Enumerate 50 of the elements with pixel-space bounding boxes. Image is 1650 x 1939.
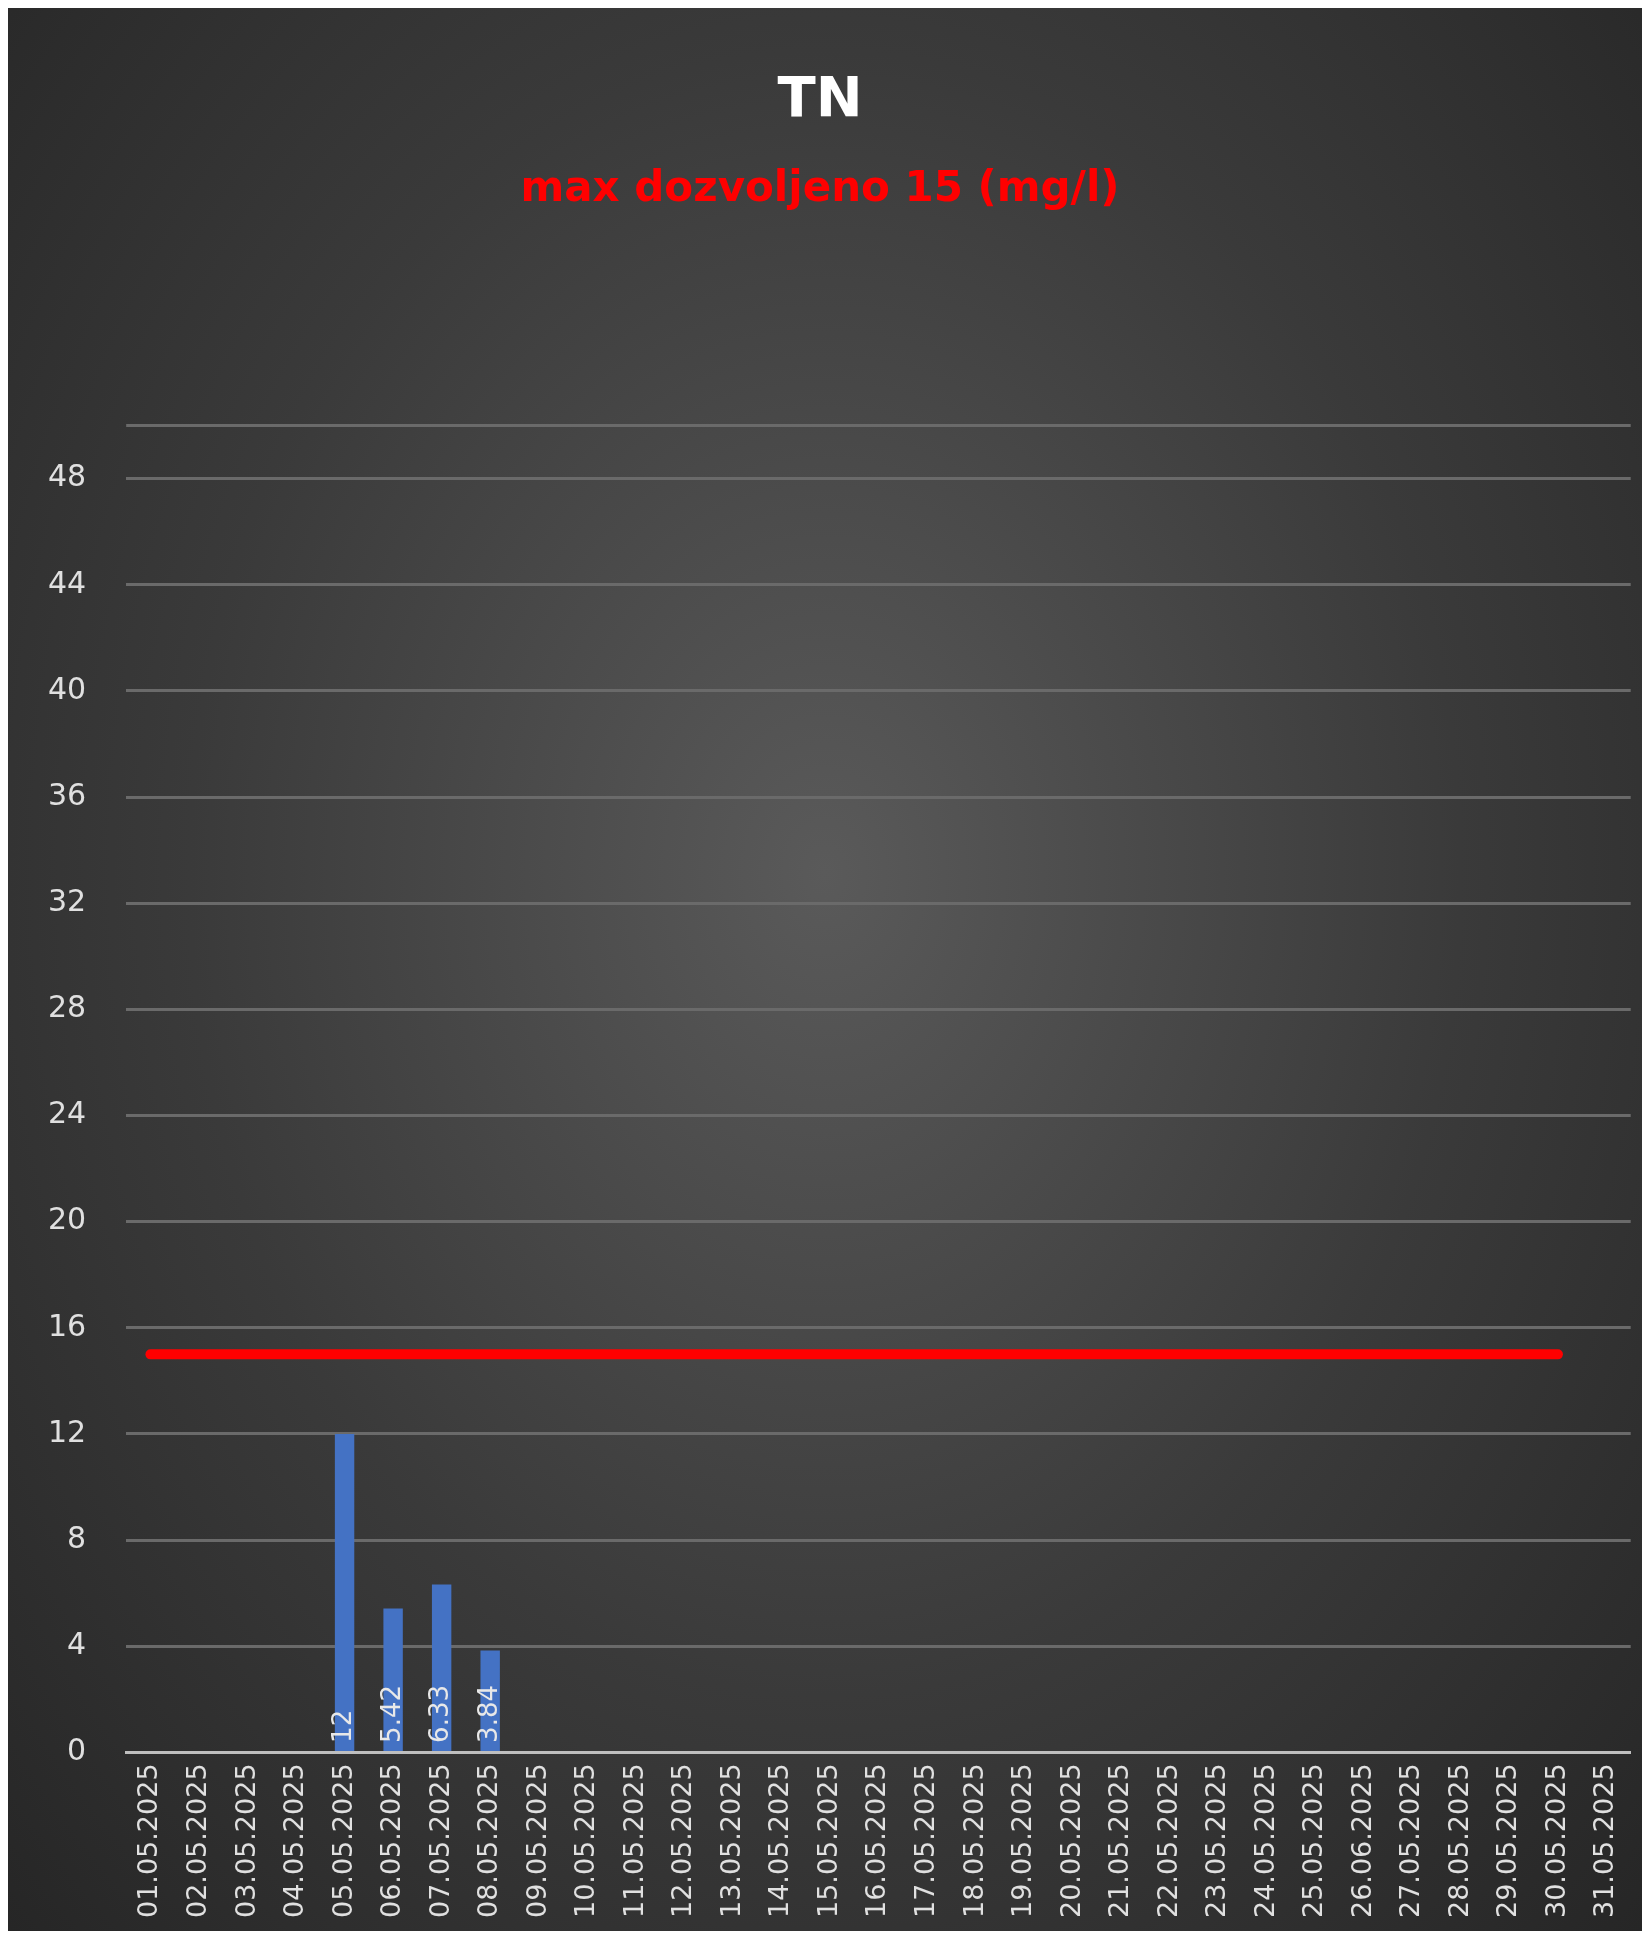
x-tick-label: 20.05.2025 (1054, 1763, 1086, 1918)
x-tick-label: 08.05.2025 (472, 1763, 504, 1918)
data-label: 5.42 (375, 1685, 406, 1743)
y-tick-label: 4 (67, 1626, 87, 1662)
x-tick-label: 07.05.2025 (423, 1763, 455, 1918)
x-tick-label: 13.05.2025 (714, 1763, 746, 1918)
y-tick-label: 44 (47, 564, 87, 600)
x-tick-label: 18.05.2025 (957, 1763, 989, 1918)
y-tick-label: 0 (67, 1732, 87, 1768)
x-tick-label: 28.05.2025 (1442, 1763, 1474, 1918)
x-tick-label: 22.05.2025 (1151, 1763, 1183, 1918)
data-label: 12 (327, 1709, 358, 1743)
x-tick-label: 24.05.2025 (1248, 1763, 1280, 1918)
x-tick-label: 02.05.2025 (180, 1763, 212, 1918)
y-tick-label: 24 (47, 1095, 87, 1131)
x-tick-label: 23.05.2025 (1200, 1763, 1232, 1918)
x-tick-label: 10.05.2025 (569, 1763, 601, 1918)
x-tick-label: 01.05.2025 (132, 1763, 164, 1918)
x-tick-label: 19.05.2025 (1006, 1763, 1038, 1918)
y-tick-label: 48 (47, 458, 87, 494)
x-tick-label: 04.05.2025 (278, 1763, 310, 1918)
x-tick-label: 21.05.2025 (1103, 1763, 1135, 1918)
data-label: 3.84 (472, 1685, 503, 1743)
x-tick-label: 26.06.2025 (1345, 1763, 1377, 1918)
x-tick-label: 14.05.2025 (763, 1763, 795, 1918)
x-tick-label: 17.05.2025 (908, 1763, 940, 1918)
x-tick-label: 06.05.2025 (375, 1763, 407, 1918)
x-tick-label: 30.05.2025 (1539, 1763, 1571, 1918)
x-tick-label: 29.05.2025 (1491, 1763, 1523, 1918)
x-tick-label: 16.05.2025 (860, 1763, 892, 1918)
x-tick-label: 03.05.2025 (229, 1763, 261, 1918)
y-tick-label: 28 (47, 989, 87, 1025)
y-tick-label: 16 (47, 1307, 87, 1343)
data-label: 6.33 (424, 1685, 455, 1743)
y-tick-label: 20 (47, 1201, 87, 1237)
y-tick-label: 36 (47, 776, 87, 812)
chart-subtitle: max dozvoljeno 15 (mg/l) (520, 162, 1120, 212)
y-tick-label: 8 (67, 1519, 87, 1555)
x-tick-label: 05.05.2025 (326, 1763, 358, 1918)
x-tick-label: 11.05.2025 (617, 1763, 649, 1918)
y-tick-label: 40 (47, 670, 87, 706)
x-tick-label: 09.05.2025 (520, 1763, 552, 1918)
chart-title: TN (777, 64, 863, 130)
x-tick-label: 27.05.2025 (1394, 1763, 1426, 1918)
x-tick-label: 12.05.2025 (666, 1763, 698, 1918)
x-tick-label: 25.05.2025 (1297, 1763, 1329, 1918)
y-tick-label: 32 (47, 883, 87, 919)
x-tick-label: 31.05.2025 (1588, 1763, 1620, 1918)
y-tick-label: 12 (47, 1413, 87, 1449)
x-tick-label: 15.05.2025 (811, 1763, 843, 1918)
